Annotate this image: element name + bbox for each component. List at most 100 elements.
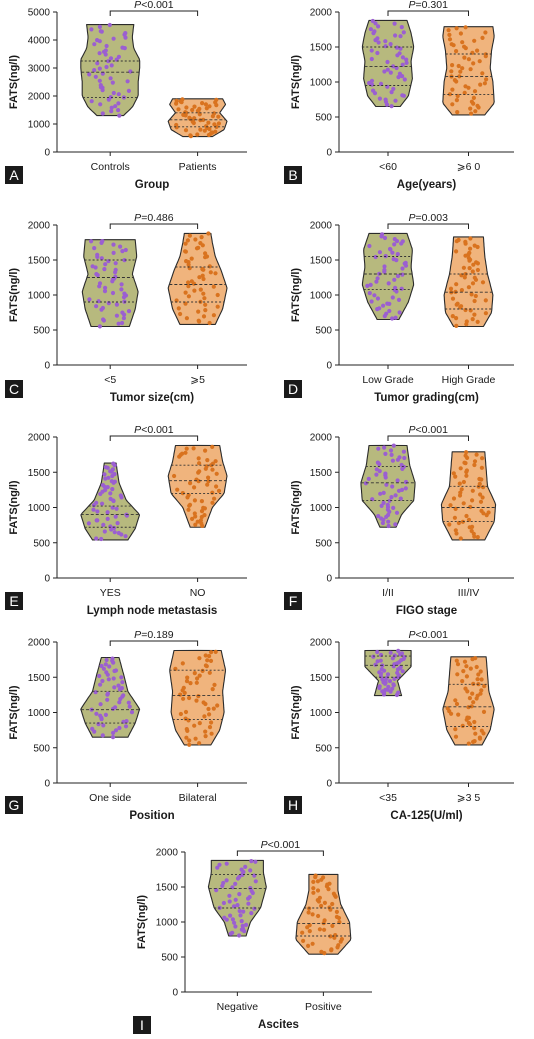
data-point: [96, 299, 101, 304]
data-point: [215, 292, 220, 298]
data-point: [200, 273, 205, 278]
x-axis-title: Tumor size(cm): [110, 392, 194, 404]
data-point: [374, 472, 379, 477]
violin-dots-group: [172, 444, 222, 529]
data-point: [455, 110, 460, 115]
data-point: [391, 505, 396, 510]
data-point: [472, 275, 477, 280]
data-point: [379, 667, 384, 672]
data-point: [389, 90, 394, 95]
data-point: [103, 662, 108, 667]
data-point: [99, 663, 104, 669]
data-point: [230, 917, 235, 922]
p-value-label: P<0.001: [409, 629, 449, 641]
panel-label-box: [5, 166, 23, 184]
data-point: [183, 249, 188, 254]
data-point: [116, 530, 121, 536]
data-point: [211, 284, 216, 289]
data-point: [111, 730, 116, 736]
data-point: [108, 95, 113, 100]
x-tick-label: <60: [379, 161, 397, 173]
data-point: [202, 128, 207, 133]
data-point: [384, 311, 389, 316]
y-tick-label: 1500: [310, 468, 333, 479]
significance-bracket: [387, 435, 469, 441]
y-tick-label: 0: [44, 574, 50, 585]
data-point: [112, 530, 117, 535]
data-point: [97, 78, 102, 83]
data-point: [403, 479, 409, 485]
panel-label-box: [284, 592, 302, 610]
data-point: [399, 487, 405, 492]
data-point: [128, 69, 133, 74]
x-tick-label: ⩾3 5: [457, 792, 481, 804]
y-tick-label: 1000: [28, 291, 51, 302]
data-point: [466, 741, 471, 746]
data-point: [105, 691, 110, 696]
data-point: [454, 26, 459, 31]
data-point: [398, 34, 403, 39]
data-point: [402, 455, 407, 461]
data-point: [97, 51, 102, 56]
y-tick-label: 0: [326, 361, 332, 372]
data-point: [114, 313, 119, 318]
data-point: [468, 236, 473, 241]
y-tick-label: 2000: [28, 221, 51, 232]
data-point: [455, 301, 460, 306]
data-point: [194, 698, 199, 703]
data-point: [89, 239, 94, 244]
data-point: [211, 706, 216, 711]
y-tick-label: 1500: [156, 883, 179, 894]
data-point: [103, 712, 108, 718]
y-tick-label: 2000: [310, 8, 333, 19]
data-point: [121, 693, 126, 698]
data-point: [469, 111, 474, 116]
data-point: [192, 723, 197, 728]
data-point: [195, 519, 200, 524]
data-point: [199, 499, 204, 504]
data-point: [450, 296, 456, 301]
data-point: [213, 649, 218, 655]
data-point: [188, 133, 193, 138]
data-point: [385, 301, 390, 306]
data-point: [121, 316, 126, 321]
data-point: [374, 467, 379, 472]
data-point: [98, 102, 103, 107]
data-point: [483, 298, 488, 303]
data-point: [105, 485, 110, 490]
data-point: [103, 262, 108, 267]
violin-dots-group: [363, 443, 409, 529]
data-point: [466, 285, 471, 290]
violin-first: [81, 239, 139, 328]
data-point: [197, 469, 202, 474]
p-value-label: P=0.189: [134, 629, 174, 641]
x-tick-label: High Grade: [442, 374, 496, 386]
data-point: [111, 250, 116, 255]
y-tick-label: 2000: [28, 92, 51, 103]
data-point: [382, 235, 388, 241]
data-point: [196, 456, 201, 461]
significance-bracket: [387, 10, 469, 16]
data-point: [89, 99, 94, 104]
data-point: [465, 715, 470, 720]
data-point: [113, 261, 118, 266]
data-point: [184, 735, 189, 740]
data-point: [307, 929, 312, 934]
data-point: [449, 69, 454, 74]
data-point: [101, 723, 106, 728]
data-point: [454, 658, 459, 663]
data-point: [480, 280, 486, 285]
data-point: [208, 658, 214, 664]
chart-panel-d: 0 500 1000 1500 2000 Low Grade High Grade Tumor…: [284, 212, 514, 404]
data-point: [474, 452, 479, 457]
data-point: [482, 81, 487, 86]
panel-label: F: [284, 592, 302, 610]
data-point: [327, 905, 332, 910]
data-point: [454, 49, 459, 54]
data-point: [94, 711, 99, 716]
data-point: [90, 726, 95, 732]
data-point: [447, 522, 452, 527]
data-point: [481, 485, 486, 490]
data-point: [124, 719, 129, 724]
data-point: [120, 45, 125, 50]
